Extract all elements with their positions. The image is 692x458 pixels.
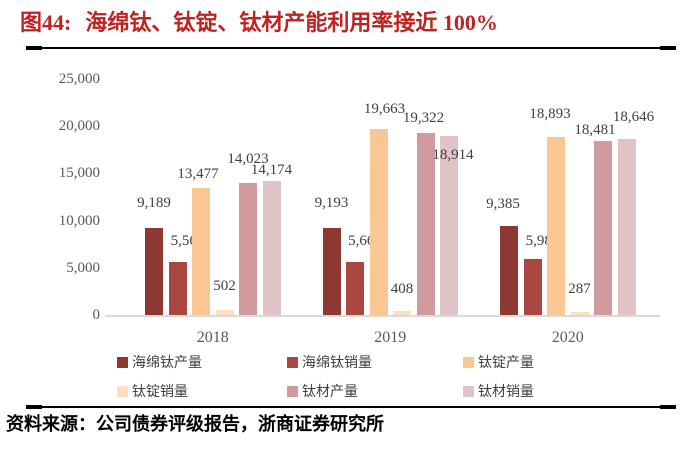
y-axis-tick-label: 5,000 bbox=[66, 259, 100, 276]
bar-海绵钛产量-2020 bbox=[500, 226, 518, 315]
bar-海绵钛销量-2019 bbox=[346, 261, 364, 315]
bar-钛材产量-2018 bbox=[239, 182, 257, 315]
y-axis-tick-label: 10,000 bbox=[58, 212, 100, 229]
bar-钛材销量-2018 bbox=[262, 181, 281, 315]
legend-item-钛锭产量: 钛锭产量 bbox=[463, 352, 534, 372]
bar-钛锭产量-2019 bbox=[369, 129, 388, 315]
footer-divider bbox=[26, 405, 676, 409]
data-label-海绵钛产量-2018: 9,189 bbox=[137, 195, 171, 212]
source-note: 资料来源：公司债券评级报告，浙商证券研究所 bbox=[6, 410, 384, 436]
data-label-钛材销量-2020: 18,646 bbox=[612, 108, 655, 125]
x-axis-label-2018: 2018 bbox=[196, 329, 229, 346]
bar-钛材销量-2020 bbox=[617, 138, 636, 315]
legend-label: 海绵钛产量 bbox=[132, 356, 202, 371]
figure-title-text: 海绵钛、钛锭、钛材产能利用率接近 100% bbox=[85, 10, 498, 35]
legend-item-海绵钛销量: 海绵钛销量 bbox=[287, 352, 372, 372]
y-axis-tick-label: 15,000 bbox=[58, 165, 100, 182]
data-label-海绵钛产量-2020: 9,385 bbox=[486, 196, 520, 213]
bar-钛锭产量-2018 bbox=[192, 187, 210, 315]
legend-label: 钛材产量 bbox=[302, 385, 358, 400]
bar-海绵钛产量-2019 bbox=[322, 228, 341, 315]
source-label: 资料来源： bbox=[6, 414, 96, 434]
data-label-钛材产量-2020: 18,481 bbox=[574, 121, 616, 138]
figure-number: 图44: bbox=[20, 10, 72, 35]
legend-swatch-icon bbox=[287, 385, 298, 397]
y-axis-tick-label: 25,000 bbox=[58, 71, 100, 87]
bar-海绵钛销量-2020 bbox=[523, 258, 542, 315]
bar-海绵钛销量-2018 bbox=[168, 262, 187, 315]
legend-item-钛材销量: 钛材销量 bbox=[463, 381, 534, 401]
legend-item-海绵钛产量: 海绵钛产量 bbox=[117, 352, 202, 372]
legend-swatch-icon bbox=[287, 356, 298, 368]
bar-钛材产量-2020 bbox=[594, 140, 612, 315]
data-label-钛材产量-2018: 14,023 bbox=[227, 150, 269, 167]
legend-label: 海绵钛销量 bbox=[302, 356, 372, 371]
legend-swatch-icon bbox=[117, 385, 128, 397]
y-axis-tick-label: 0 bbox=[92, 307, 101, 323]
legend-label: 钛材销量 bbox=[478, 385, 534, 400]
divider-cap-left bbox=[26, 405, 42, 409]
bar-钛锭销量-2020 bbox=[570, 312, 589, 315]
title-divider bbox=[26, 46, 676, 50]
bar-钛锭产量-2020 bbox=[547, 136, 565, 315]
data-label-钛锭销量-2020: 287 bbox=[568, 281, 591, 298]
legend-swatch-icon bbox=[463, 385, 474, 397]
data-label-钛锭销量-2019: 408 bbox=[390, 281, 414, 298]
data-label-钛锭产量-2019: 19,663 bbox=[363, 101, 406, 118]
legend-item-钛锭销量: 钛锭销量 bbox=[117, 381, 188, 401]
legend-label: 钛锭产量 bbox=[478, 356, 534, 371]
data-label-海绵钛产量-2019: 9,193 bbox=[314, 195, 349, 212]
legend-label: 钛锭销量 bbox=[132, 385, 188, 400]
bar-钛材产量-2019 bbox=[416, 132, 435, 315]
x-axis-label-2019: 2019 bbox=[374, 329, 407, 346]
x-axis-label-2020: 2020 bbox=[551, 329, 584, 346]
bar-钛材销量-2019 bbox=[440, 136, 458, 315]
divider-cap-left bbox=[26, 46, 42, 50]
bar-钛锭销量-2019 bbox=[393, 311, 411, 315]
figure-title: 图44: 海绵钛、钛锭、钛材产能利用率接近 100% bbox=[20, 8, 498, 38]
data-label-钛锭产量-2020: 18,893 bbox=[529, 105, 571, 122]
data-label-钛材销量-2018: 14,174 bbox=[250, 162, 293, 179]
data-label-钛锭销量-2018: 502 bbox=[213, 278, 236, 295]
x-axis-line bbox=[105, 315, 660, 317]
divider-cap-right bbox=[660, 405, 676, 409]
data-label-钛锭产量-2018: 13,477 bbox=[177, 165, 219, 182]
data-label-钛材产量-2019: 19,322 bbox=[402, 109, 445, 126]
legend-item-钛材产量: 钛材产量 bbox=[287, 381, 358, 401]
y-axis-tick-label: 20,000 bbox=[58, 118, 100, 135]
bar-海绵钛产量-2018 bbox=[145, 228, 163, 315]
divider-cap-right bbox=[660, 46, 676, 50]
legend-swatch-icon bbox=[117, 356, 128, 368]
source-text: 公司债券评级报告，浙商证券研究所 bbox=[96, 414, 384, 434]
legend-swatch-icon bbox=[463, 356, 474, 368]
bar-钛锭销量-2018 bbox=[215, 310, 234, 315]
data-label-钛材销量-2019: 18,914 bbox=[432, 147, 474, 164]
